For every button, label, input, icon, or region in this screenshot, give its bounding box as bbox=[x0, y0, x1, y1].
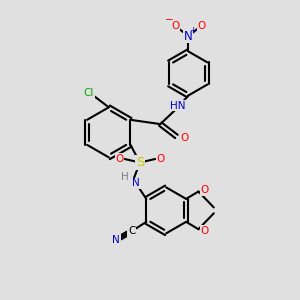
Text: H: H bbox=[121, 172, 129, 182]
Text: Cl: Cl bbox=[84, 88, 94, 98]
Text: HN: HN bbox=[170, 101, 186, 111]
Text: O: O bbox=[115, 154, 123, 164]
Text: N: N bbox=[112, 235, 120, 245]
Text: +: + bbox=[189, 26, 196, 35]
Text: O: O bbox=[201, 226, 209, 236]
Text: N: N bbox=[133, 178, 140, 188]
Text: O: O bbox=[156, 154, 165, 164]
Text: S: S bbox=[136, 156, 144, 169]
Text: O: O bbox=[197, 21, 206, 31]
Text: O: O bbox=[181, 133, 189, 143]
Text: O: O bbox=[171, 21, 179, 31]
Text: C: C bbox=[128, 226, 135, 236]
Text: N: N bbox=[184, 30, 193, 43]
Text: −: − bbox=[165, 15, 174, 26]
Text: O: O bbox=[201, 185, 209, 195]
